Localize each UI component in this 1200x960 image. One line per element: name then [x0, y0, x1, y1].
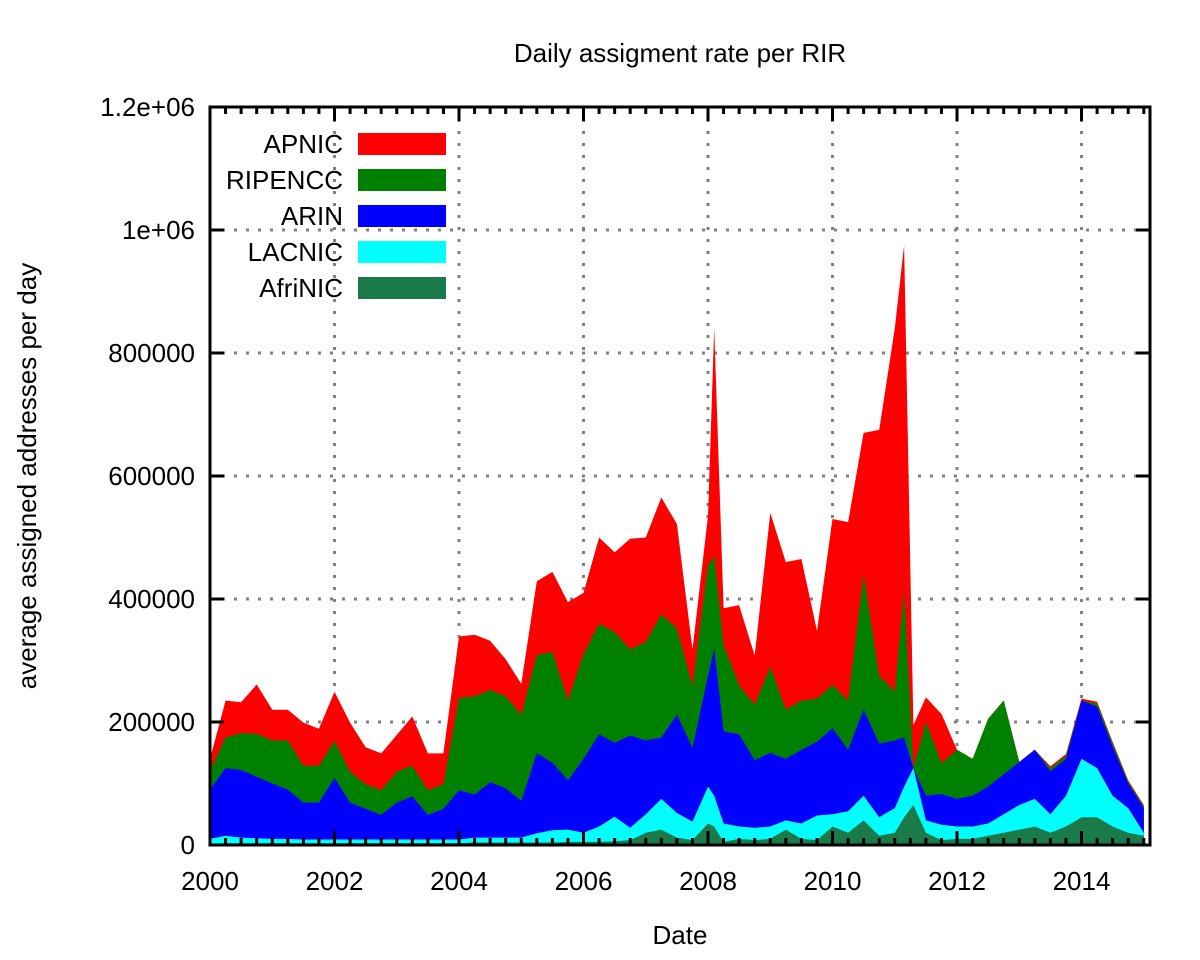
legend-swatch	[358, 277, 446, 299]
area-afrinic	[210, 805, 1144, 845]
y-tick-label: 0	[181, 830, 195, 860]
legend: APNIC RIPENCC ARIN LACNIC AfriNIC	[226, 129, 446, 303]
x-tick-label: 2000	[181, 866, 239, 896]
y-tick-label: 1e+06	[122, 215, 195, 245]
legend-label: ARIN	[281, 201, 343, 231]
legend-swatch	[358, 205, 446, 227]
x-tick-label: 2012	[928, 866, 986, 896]
x-tick-label: 2006	[555, 866, 613, 896]
area-apnic	[210, 245, 1144, 845]
y-tick-label: 400000	[108, 584, 195, 614]
y-tick-label: 1.2e+06	[100, 92, 195, 122]
y-tick-label: 800000	[108, 338, 195, 368]
legend-label: LACNIC	[248, 237, 343, 267]
axis-ticks: 2000 2002 2004 2006 2008 2010 2012 2014 0 200000 4…	[100, 92, 1150, 896]
x-tick-label: 2010	[804, 866, 862, 896]
legend-label: APNIC	[264, 129, 343, 159]
y-tick-label: 600000	[108, 461, 195, 491]
legend-swatch	[358, 133, 446, 155]
stacked-areas	[210, 245, 1144, 845]
legend-label: RIPENCC	[226, 165, 343, 195]
x-tick-label: 2008	[679, 866, 737, 896]
legend-swatch	[358, 241, 446, 263]
chart-title: Daily assigment rate per RIR	[514, 38, 846, 68]
legend-label: AfriNIC	[259, 273, 343, 303]
x-tick-label: 2004	[430, 866, 488, 896]
x-axis-label: Date	[653, 920, 708, 950]
y-axis-label: average assigned addresses per day	[12, 263, 42, 689]
x-tick-label: 2002	[306, 866, 364, 896]
y-tick-label: 200000	[108, 707, 195, 737]
legend-swatch	[358, 169, 446, 191]
x-tick-label: 2014	[1053, 866, 1111, 896]
